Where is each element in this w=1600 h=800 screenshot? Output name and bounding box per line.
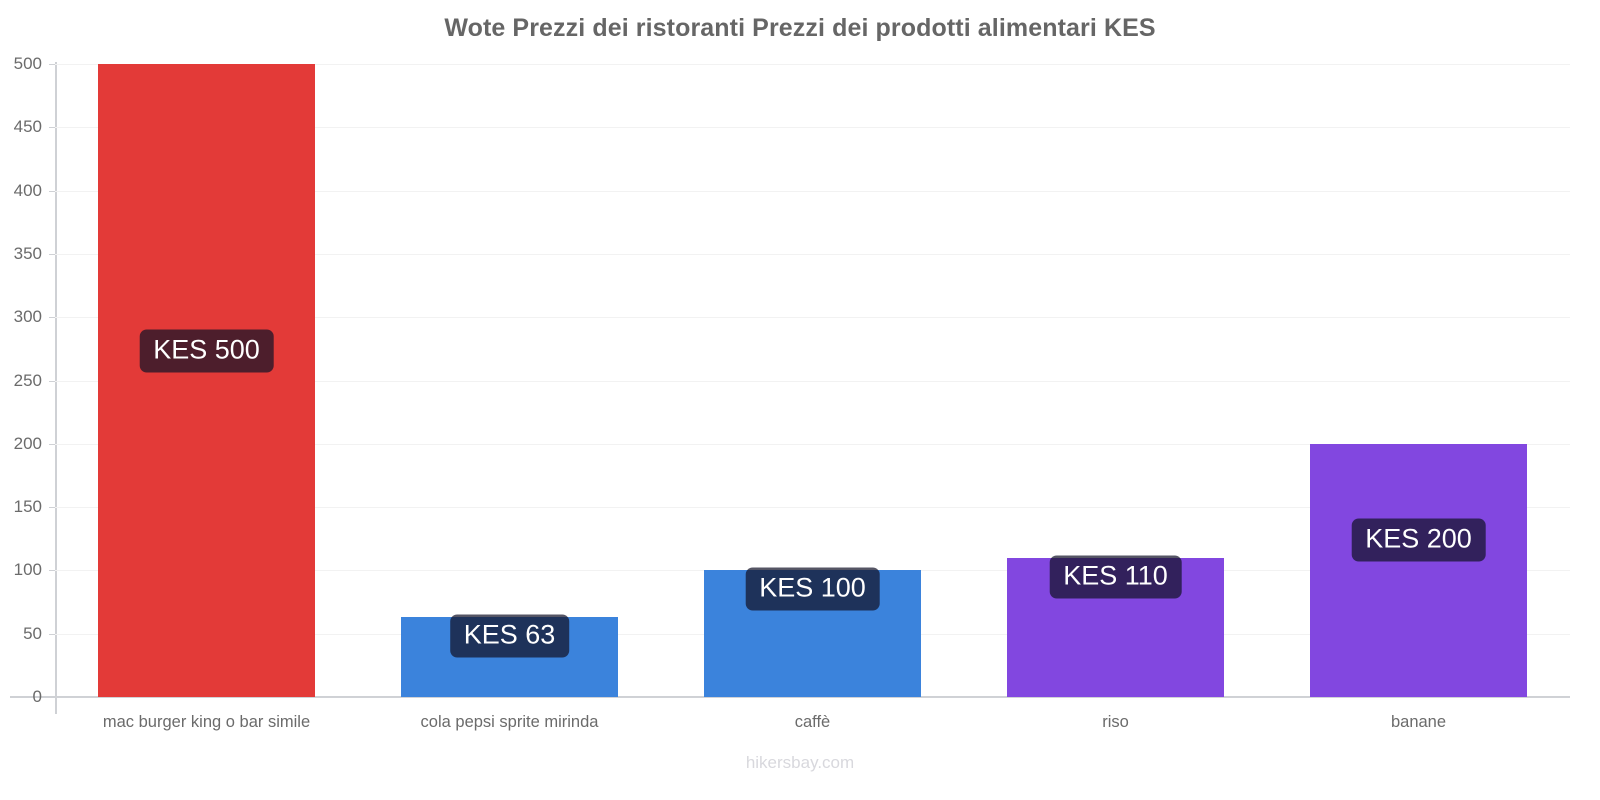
gridline [55, 697, 1570, 698]
gridline [55, 317, 1570, 319]
x-axis-tick-label: riso [1102, 713, 1129, 731]
y-axis-tick-label: 300 [13, 307, 42, 327]
y-axis-tick-label: 500 [13, 54, 42, 73]
bar[interactable] [1309, 443, 1528, 697]
x-axis-tick-label: mac burger king o bar simile [102, 713, 311, 731]
bar-value-label: KES 63 [449, 614, 570, 658]
y-axis-tick-mark [49, 190, 55, 192]
y-axis-tick-mark [49, 380, 55, 382]
y-axis-tick-mark [49, 317, 55, 319]
footer-watermark: hikersbay.com [745, 753, 855, 772]
bar-value-label: KES 110 [1049, 555, 1182, 599]
x-axis-tick-label: cola pepsi sprite mirinda [420, 713, 599, 731]
y-axis-tick-mark [49, 443, 55, 445]
gridline [55, 443, 1570, 445]
bar[interactable] [97, 64, 316, 697]
y-axis-tick-label: 200 [13, 433, 42, 453]
y-axis-tick-mark [49, 253, 55, 255]
gridline [55, 64, 1570, 65]
y-axis-tick-mark [49, 697, 55, 698]
y-axis-tick-label: 0 [32, 687, 42, 706]
y-axis-tick-label: 100 [13, 560, 42, 580]
gridline [55, 507, 1570, 509]
y-axis-tick-label: 50 [23, 623, 42, 643]
y-axis-tick-mark [49, 127, 55, 129]
gridline [55, 380, 1570, 382]
y-axis-tick-mark [49, 633, 55, 635]
y-axis-tick-mark [49, 507, 55, 509]
y-axis-tick-label: 250 [13, 370, 42, 390]
bar-value-label: KES 500 [139, 329, 274, 372]
gridline [55, 127, 1570, 129]
y-axis-tick-label: 450 [13, 117, 42, 137]
y-axis-tick-mark [49, 64, 55, 65]
y-axis-tick-mark [49, 570, 55, 572]
y-axis-line [55, 62, 57, 714]
chart-title: Wote Prezzi dei ristoranti Prezzi dei pr… [444, 14, 1156, 42]
y-axis-tick-label: 150 [13, 497, 42, 517]
y-axis-tick-label: 400 [13, 180, 42, 200]
x-axis-tick-label: banane [1390, 713, 1447, 731]
gridline [55, 253, 1570, 255]
bar-value-label: KES 100 [745, 567, 880, 611]
y-axis-tick-label: 350 [13, 243, 42, 263]
gridline [55, 190, 1570, 192]
bar-value-label: KES 200 [1351, 518, 1486, 562]
plot-area: KES 500 KES 63 KES 100 KES 110 KES 200 [55, 64, 1570, 698]
x-axis-tick-label: caffè [794, 713, 831, 731]
